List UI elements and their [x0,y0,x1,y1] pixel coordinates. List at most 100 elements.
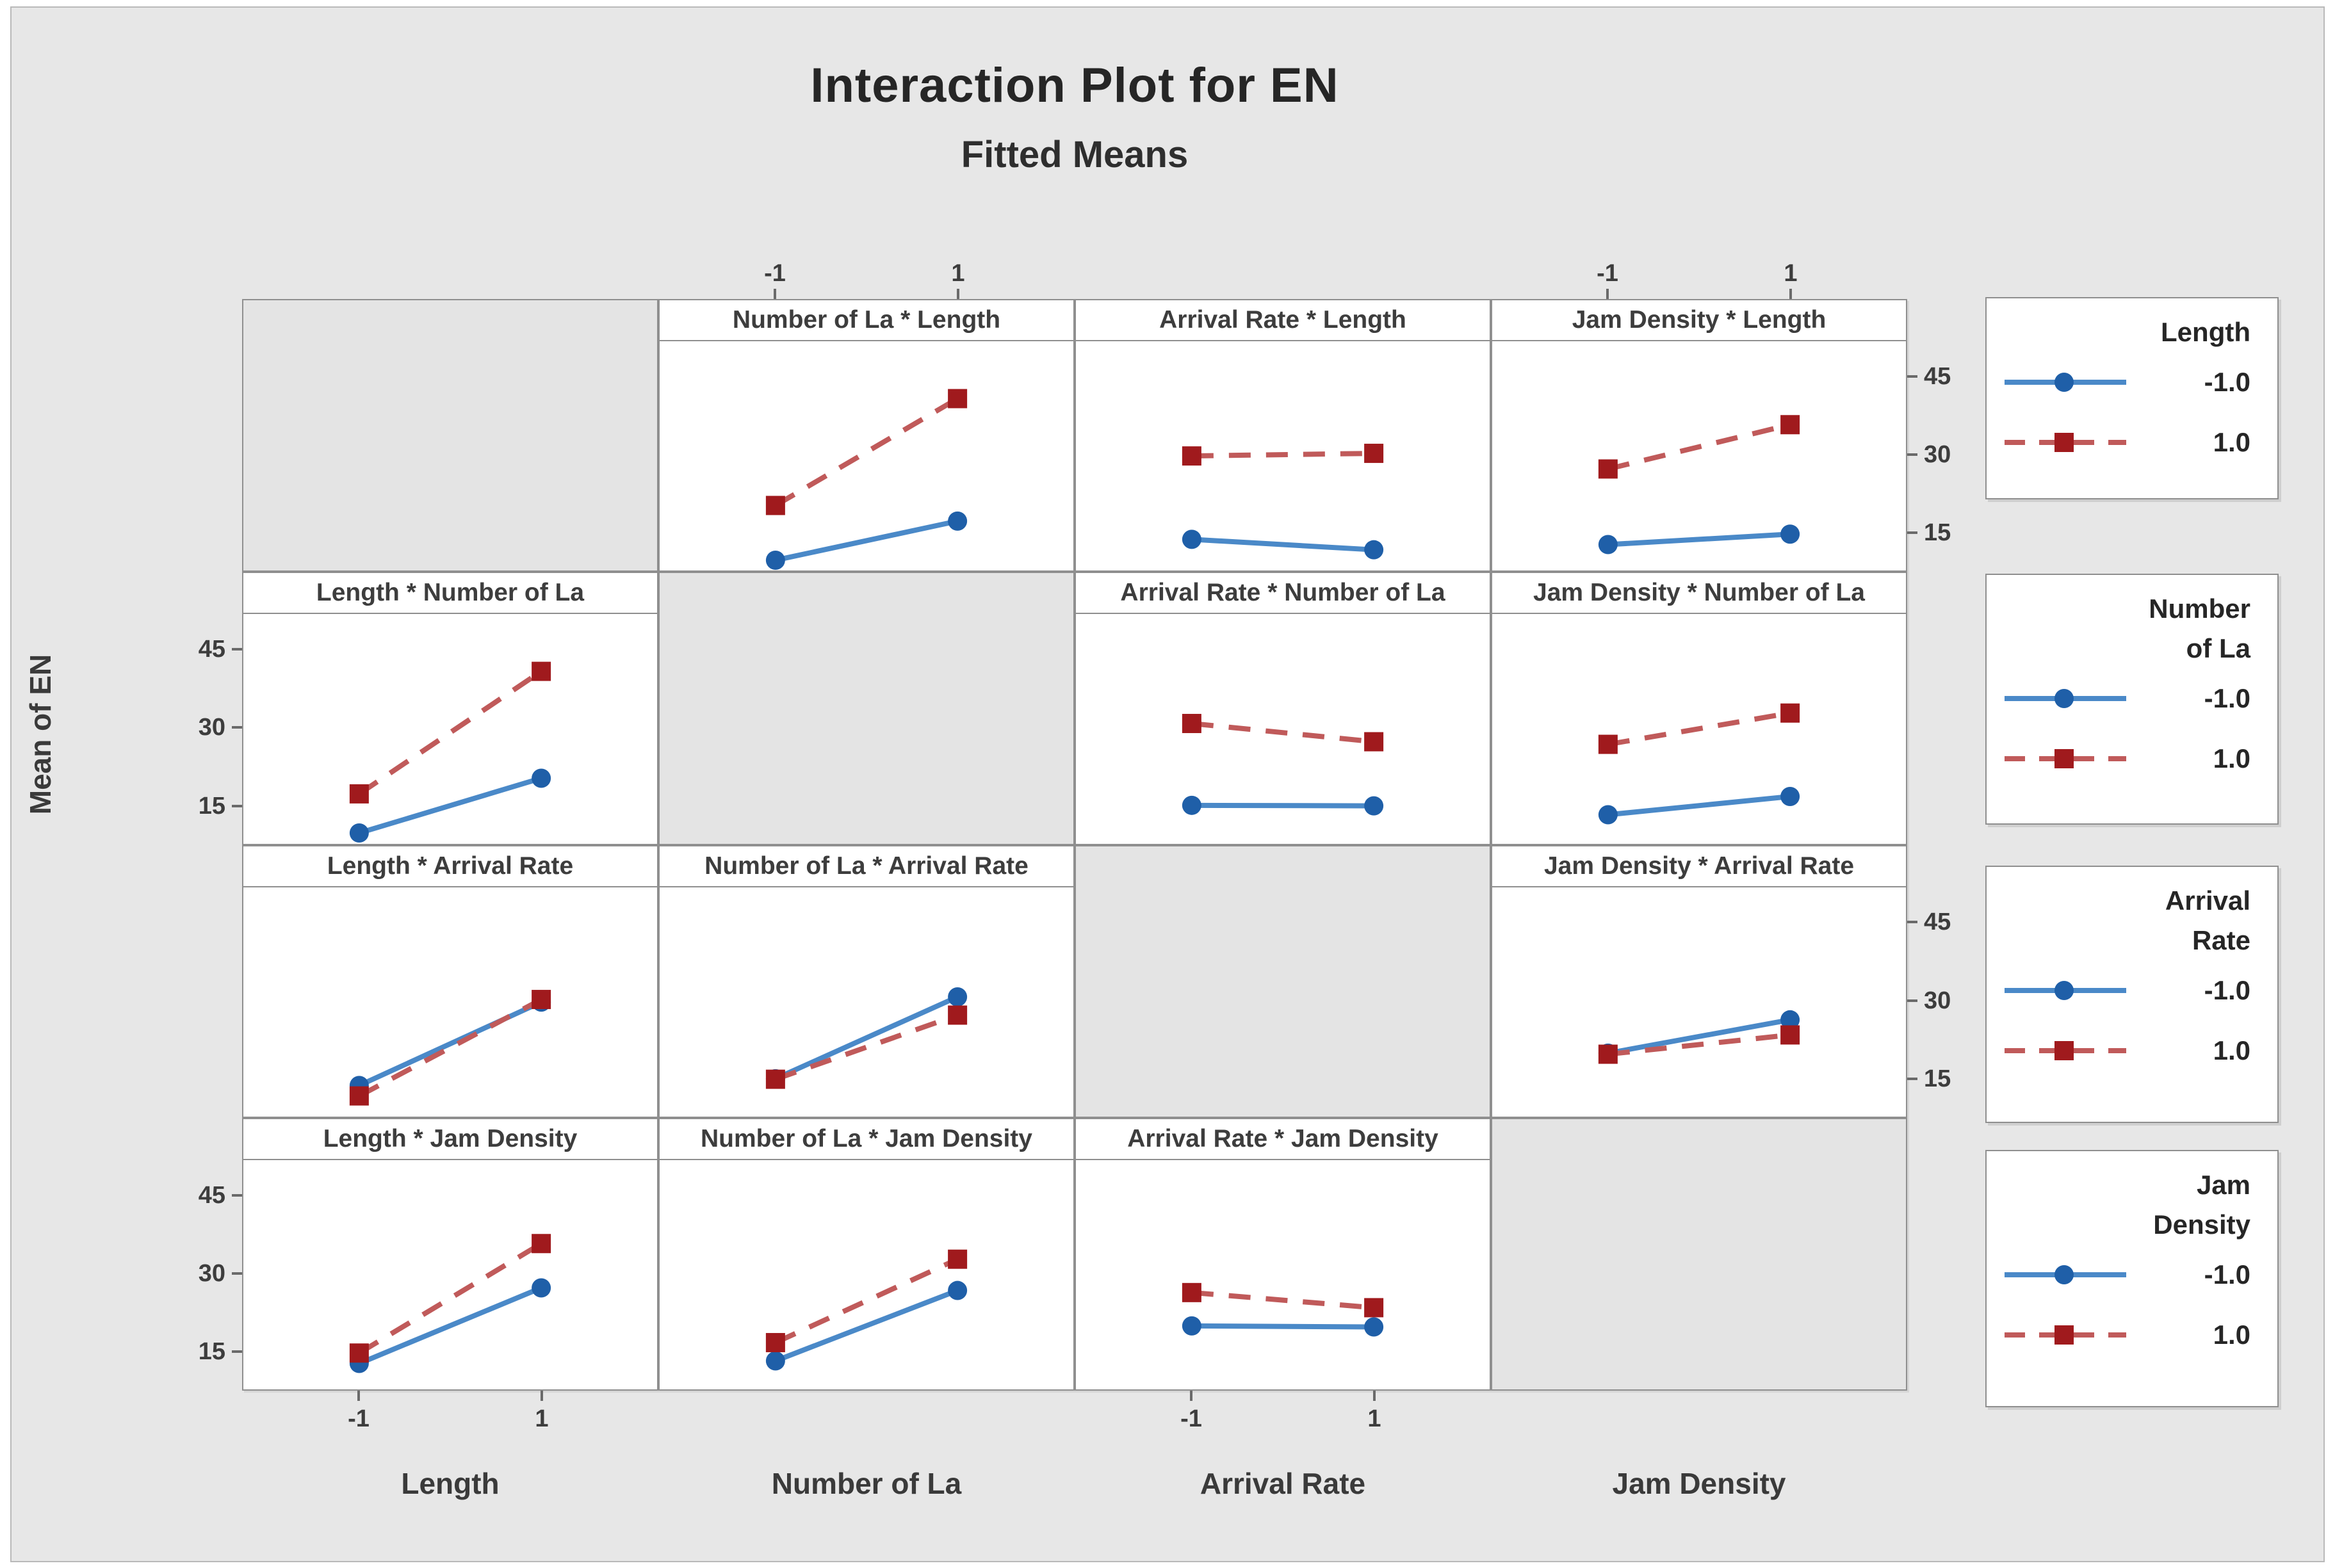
panel-plot [1076,1160,1490,1389]
panel-title-strip: Arrival Rate * Number of La [1076,573,1490,615]
legend-title: Rate [2192,925,2250,955]
panel-plot [660,341,1073,570]
panel-title-strip: Jam Density * Length [1492,300,1906,341]
interaction-panel: Arrival Rate * Length [1075,299,1491,572]
x-tick-label: -1 [764,260,786,287]
diagonal-empty-cell [1075,845,1491,1118]
legend-title: Density [2153,1209,2250,1240]
interaction-panel: Number of La * Arrival Rate [658,845,1075,1118]
legend-box: Length -1.0 1.0 [1985,297,2279,499]
legend-entry-label: 1.0 [2213,1035,2250,1065]
y-tick-label: 45 [198,636,225,663]
legend-entry: -1.0 [2005,352,2259,412]
diagonal-empty-cell [1491,1117,1907,1391]
x-tick-label: -1 [348,1405,370,1432]
x-tick-mark [1606,289,1609,299]
diagonal-empty-cell [658,572,1075,845]
panel-plot [1492,614,1906,843]
y-axis-label: Mean of EN [24,654,57,815]
x-tick-mark [1373,1391,1376,1401]
legend-title: Number [2149,594,2250,624]
x-tick-label: -1 [1180,1405,1202,1432]
panel-title-strip: Arrival Rate * Length [1076,300,1490,341]
panel-plot [1492,341,1906,570]
x-tick-label: 1 [951,260,965,287]
legend-sample-red-dashed [2005,430,2133,455]
x-tick-mark [357,1391,360,1401]
legend-sample-blue-solid [2005,978,2133,1003]
panel-plot [1492,887,1906,1117]
y-tick-label: 30 [198,714,225,741]
legend-title: of La [2186,633,2250,663]
y-tick-mark [1907,1077,1917,1080]
interaction-panel: Arrival Rate * Number of La [1075,572,1491,845]
panel-title-strip: Number of La * Jam Density [660,1119,1073,1160]
legend-entry: 1.0 [2005,412,2259,473]
y-tick-label: 45 [1924,909,1951,936]
y-tick-label: 30 [198,1259,225,1287]
legend-entry-label: -1.0 [2204,1259,2250,1289]
square-marker-icon [2054,749,2074,768]
legend-entry: -1.0 [2005,668,2259,729]
y-tick-label: 45 [198,1181,225,1209]
interaction-panel: Length * Jam Density [242,1117,658,1391]
y-tick-mark [232,1272,242,1275]
diagonal-empty-cell [242,299,658,572]
y-tick-mark [1907,531,1917,535]
panel-plot [243,1160,657,1389]
legend-sample-blue-solid [2005,686,2133,711]
panel-title-strip: Length * Number of La [243,573,657,615]
legend-entry-label: 1.0 [2213,427,2250,457]
legend-entry-label: -1.0 [2204,367,2250,397]
legend-entry: -1.0 [2005,960,2259,1021]
legend-entry-label: -1.0 [2204,975,2250,1005]
legend-entry: -1.0 [2005,1245,2259,1305]
legend-entry: 1.0 [2005,1021,2259,1081]
y-tick-label: 15 [1924,519,1951,547]
y-tick-label: 30 [1924,987,1951,1014]
y-tick-mark [232,804,242,807]
panel-plot [1076,341,1490,570]
y-tick-mark [1907,453,1917,457]
legend-sample-red-dashed [2005,1322,2133,1348]
legend-entry-label: -1.0 [2204,683,2250,713]
y-tick-mark [1907,921,1917,924]
square-marker-icon [2054,1325,2074,1345]
y-tick-label: 15 [198,1338,225,1365]
legend-entry: 1.0 [2005,729,2259,789]
legend-sample-red-dashed [2005,746,2133,772]
x-tick-label: -1 [1597,260,1618,287]
interaction-panel: Jam Density * Arrival Rate [1491,845,1907,1118]
panel-plot [243,614,657,843]
panel-title-strip: Jam Density * Arrival Rate [1492,846,1906,887]
interaction-panel: Jam Density * Length [1491,299,1907,572]
interaction-panel: Length * Arrival Rate [242,845,658,1118]
circle-marker-icon [2054,981,2074,1000]
x-tick-mark [774,289,776,299]
y-tick-mark [1907,375,1917,378]
y-tick-label: 45 [1924,362,1951,390]
y-tick-mark [232,1193,242,1197]
y-tick-label: 30 [1924,441,1951,469]
x-factor-label: Length [401,1467,500,1500]
legend-entry-label: 1.0 [2213,743,2250,773]
interaction-panel: Jam Density * Number of La [1491,572,1907,845]
panel-title-strip: Arrival Rate * Jam Density [1076,1119,1490,1160]
legend-box: Arrival Rate -1.0 1.0 [1985,866,2279,1123]
x-factor-label: Arrival Rate [1200,1467,1366,1500]
y-tick-mark [1907,999,1917,1002]
panel-title-strip: Number of La * Arrival Rate [660,846,1073,887]
panel-grid: Number of La * Length Arrival Rate * Leng… [242,299,1907,1391]
figure-area: Interaction Plot for EN Fitted Means Mea… [10,6,2325,1562]
panel-plot [243,887,657,1117]
interaction-panel: Number of La * Length [658,299,1075,572]
panel-title-strip: Jam Density * Number of La [1492,573,1906,615]
y-tick-mark [232,648,242,651]
legend-box: Number of La -1.0 1.0 [1985,574,2279,825]
x-tick-label: 1 [535,1405,549,1432]
x-factor-label: Jam Density [1612,1467,1786,1500]
legend-entry: 1.0 [2005,1305,2259,1365]
legend-title: Arrival [2165,885,2250,916]
y-tick-label: 15 [198,792,225,820]
